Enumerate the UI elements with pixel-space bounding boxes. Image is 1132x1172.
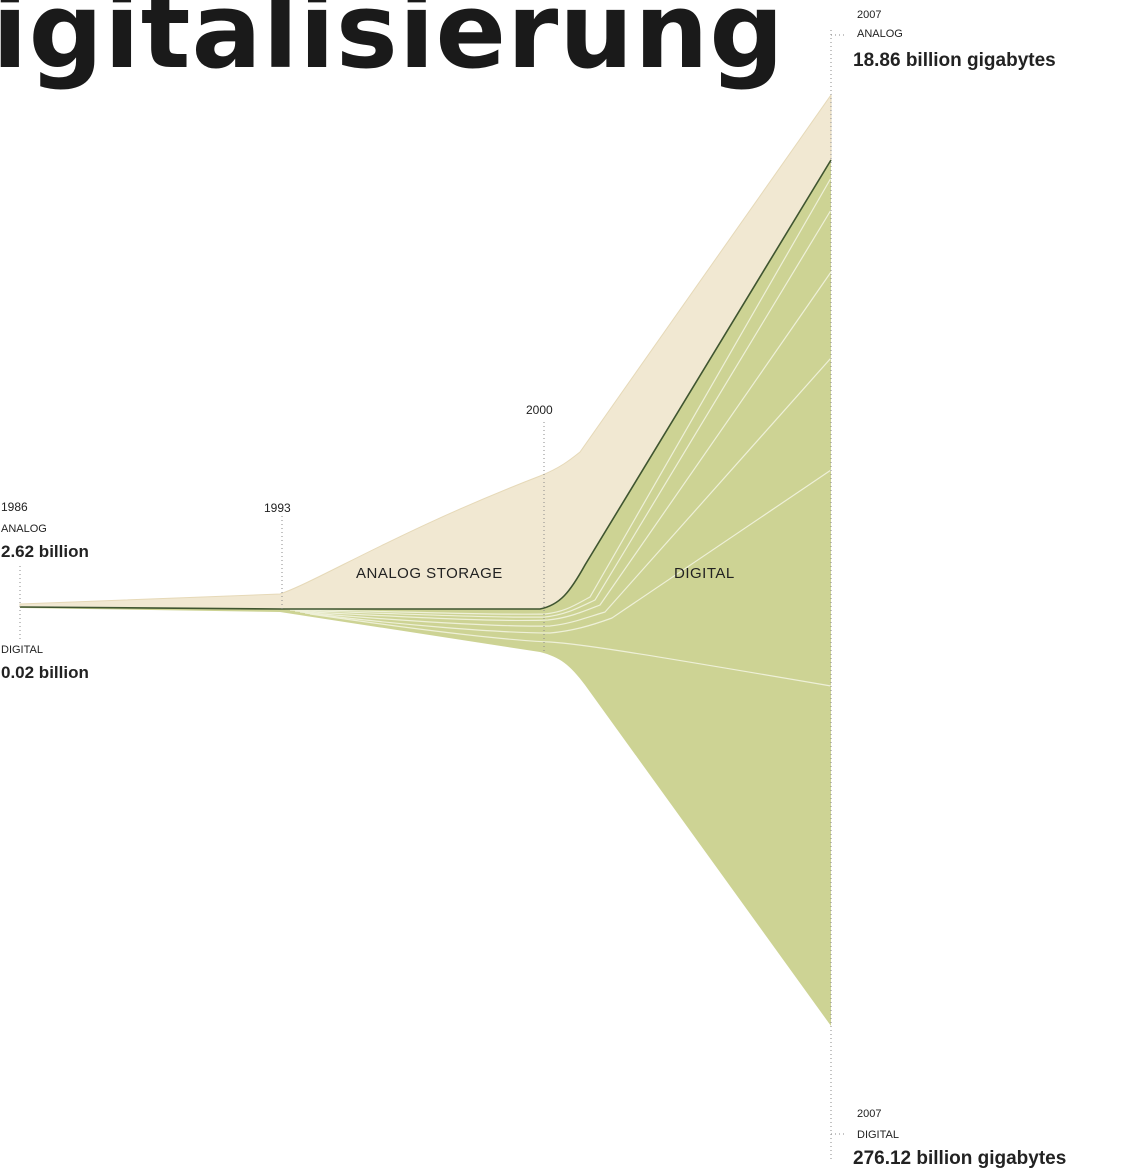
digital-value-2007: 276.12 billion gigabytes: [853, 1148, 1066, 1169]
region-label-analog: ANALOG STORAGE: [356, 565, 503, 582]
analog-label-1986: ANALOG: [1, 523, 47, 535]
year-label-2000: 2000: [526, 403, 553, 417]
analog-value-1986: 2.62 billion: [1, 542, 89, 561]
year-label-1993: 1993: [264, 501, 291, 515]
year-label-2007-digital: 2007: [857, 1108, 881, 1120]
digital-value-1986: 0.02 billion: [1, 663, 89, 682]
digital-label-2007: DIGITAL: [857, 1129, 899, 1141]
analog-label-2007: ANALOG: [857, 28, 903, 40]
year-label-1986: 1986: [1, 500, 28, 514]
analog-value-2007: 18.86 billion gigabytes: [853, 50, 1056, 71]
region-label-digital: DIGITAL: [674, 565, 735, 582]
digital-label-1986: DIGITAL: [1, 644, 43, 656]
year-label-2007-analog: 2007: [857, 9, 881, 21]
